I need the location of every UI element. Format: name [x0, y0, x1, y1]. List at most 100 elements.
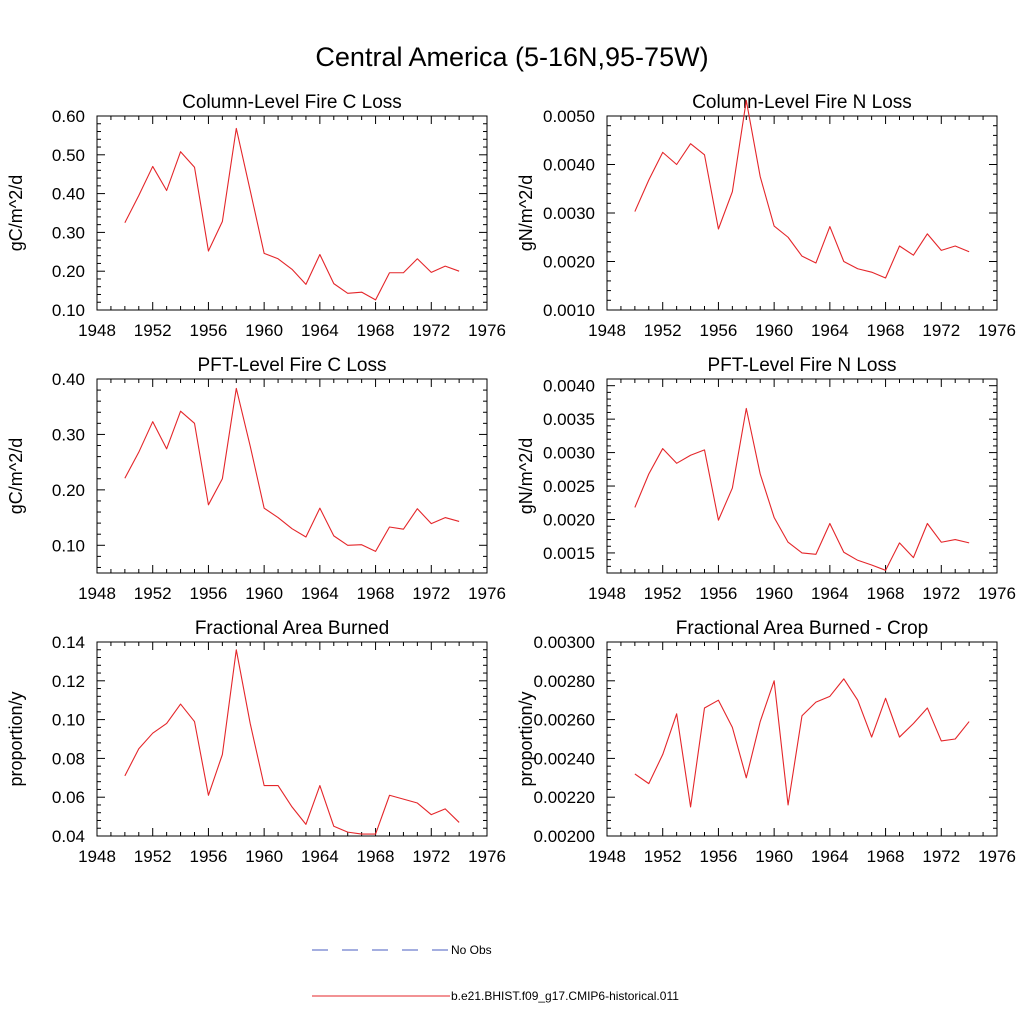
x-tick-label: 1948	[588, 847, 626, 866]
y-tick-label: 0.0020	[543, 510, 595, 529]
x-tick-label: 1964	[811, 584, 849, 603]
y-tick-label: 0.0050	[543, 107, 595, 126]
y-tick-label: 0.00240	[534, 749, 595, 768]
x-tick-label: 1972	[922, 584, 960, 603]
x-tick-label: 1960	[755, 321, 793, 340]
panel-4: PFT-Level Fire N Loss 1948 1952 1956 1960 196…	[516, 355, 1016, 603]
x-tick-label: 1968	[867, 321, 905, 340]
x-tick-label: 1968	[357, 584, 395, 603]
x-tick-label: 1956	[190, 847, 228, 866]
plot-frame	[606, 378, 998, 574]
x-tick-label: 1972	[922, 321, 960, 340]
y-tick-label: 0.0025	[543, 477, 595, 496]
y-tick-label: 0.50	[52, 146, 85, 165]
legend-label-2: b.e21.BHIST.f09_g17.CMIP6-historical.011	[451, 989, 679, 1003]
plot-frame	[96, 378, 488, 574]
y-tick-label: 0.0030	[543, 204, 595, 223]
plot-frame	[606, 115, 998, 311]
figure-title: Central America (5-16N,95-75W)	[315, 42, 708, 72]
y-tick-label: 0.0040	[543, 156, 595, 175]
y-tick-label: 0.0040	[543, 377, 595, 396]
y-tick-label: 0.06	[52, 788, 85, 807]
plot-frame	[606, 641, 998, 837]
panel-title: PFT-Level Fire C Loss	[198, 355, 387, 376]
x-tick-label: 1972	[412, 584, 450, 603]
x-tick-label: 1952	[134, 847, 172, 866]
panel-5: Fractional Area Burned 1948 1952 1956 1960 19…	[6, 618, 506, 866]
y-tick-label: 0.0030	[543, 444, 595, 463]
x-tick-label: 1952	[644, 321, 682, 340]
y-axis-label: gC/m^2/d	[6, 175, 26, 251]
x-tick-label: 1976	[978, 847, 1016, 866]
x-tick-label: 1948	[78, 321, 116, 340]
panel-title: Column-Level Fire N Loss	[692, 92, 912, 113]
y-tick-label: 0.0020	[543, 253, 595, 272]
panel-title: Fractional Area Burned	[195, 618, 389, 639]
x-tick-label: 1948	[588, 584, 626, 603]
series-line	[634, 407, 970, 571]
x-tick-label: 1968	[357, 847, 395, 866]
x-tick-label: 1972	[412, 847, 450, 866]
series-line	[124, 387, 460, 552]
series-line	[634, 678, 970, 808]
x-tick-label: 1976	[978, 584, 1016, 603]
x-tick-label: 1964	[301, 321, 339, 340]
series-line	[124, 649, 460, 835]
y-tick-label: 0.40	[52, 185, 85, 204]
y-tick-label: 0.0035	[543, 410, 595, 429]
y-tick-label: 0.0010	[543, 301, 595, 320]
x-tick-label: 1952	[644, 847, 682, 866]
x-tick-label: 1960	[755, 847, 793, 866]
y-axis-label: proportion/y	[6, 691, 26, 786]
y-axis-label: proportion/y	[516, 691, 536, 786]
panels-group: Column-Level Fire C Loss 1948 1952 1956 1960…	[6, 92, 1016, 866]
series-line	[634, 99, 970, 279]
y-tick-label: 0.00200	[534, 827, 595, 846]
x-tick-label: 1976	[468, 584, 506, 603]
y-tick-label: 0.00220	[534, 788, 595, 807]
y-tick-label: 0.60	[52, 107, 85, 126]
x-tick-label: 1956	[190, 321, 228, 340]
y-tick-label: 0.10	[52, 536, 85, 555]
y-tick-label: 0.10	[52, 711, 85, 730]
y-tick-label: 0.20	[52, 481, 85, 500]
y-tick-label: 0.00260	[534, 711, 595, 730]
x-tick-label: 1972	[412, 321, 450, 340]
plot-frame	[96, 115, 488, 311]
y-tick-label: 0.00300	[534, 633, 595, 652]
x-tick-label: 1960	[755, 584, 793, 603]
x-tick-label: 1952	[134, 321, 172, 340]
y-tick-label: 0.00280	[534, 672, 595, 691]
legend: No Obs b.e21.BHIST.f09_g17.CMIP6-historic…	[312, 943, 679, 1003]
panel-title: Fractional Area Burned - Crop	[676, 618, 928, 639]
panel-6: Fractional Area Burned - Crop 1948 1952 195…	[516, 618, 1016, 866]
x-tick-label: 1948	[78, 847, 116, 866]
x-tick-label: 1964	[301, 847, 339, 866]
y-tick-label: 0.10	[52, 301, 85, 320]
y-tick-label: 0.0015	[543, 544, 595, 563]
y-tick-label: 0.20	[52, 262, 85, 281]
x-tick-label: 1964	[811, 847, 849, 866]
x-tick-label: 1964	[301, 584, 339, 603]
x-tick-label: 1952	[134, 584, 172, 603]
panel-3: PFT-Level Fire C Loss 1948 1952 1956 1960 196…	[6, 355, 506, 603]
y-tick-label: 0.12	[52, 672, 85, 691]
x-tick-label: 1956	[700, 847, 738, 866]
y-tick-label: 0.04	[52, 827, 85, 846]
x-tick-label: 1948	[588, 321, 626, 340]
y-tick-label: 0.30	[52, 223, 85, 242]
x-tick-label: 1952	[644, 584, 682, 603]
x-tick-label: 1964	[811, 321, 849, 340]
y-axis-label: gN/m^2/d	[516, 438, 536, 514]
legend-label-1: No Obs	[451, 943, 492, 957]
x-tick-label: 1960	[245, 321, 283, 340]
y-tick-label: 0.14	[52, 633, 85, 652]
panel-1: Column-Level Fire C Loss 1948 1952 1956 1960…	[6, 92, 506, 340]
x-tick-label: 1948	[78, 584, 116, 603]
panel-title: PFT-Level Fire N Loss	[708, 355, 897, 376]
x-tick-label: 1960	[245, 584, 283, 603]
x-tick-label: 1968	[357, 321, 395, 340]
x-tick-label: 1972	[922, 847, 960, 866]
y-tick-label: 0.30	[52, 425, 85, 444]
